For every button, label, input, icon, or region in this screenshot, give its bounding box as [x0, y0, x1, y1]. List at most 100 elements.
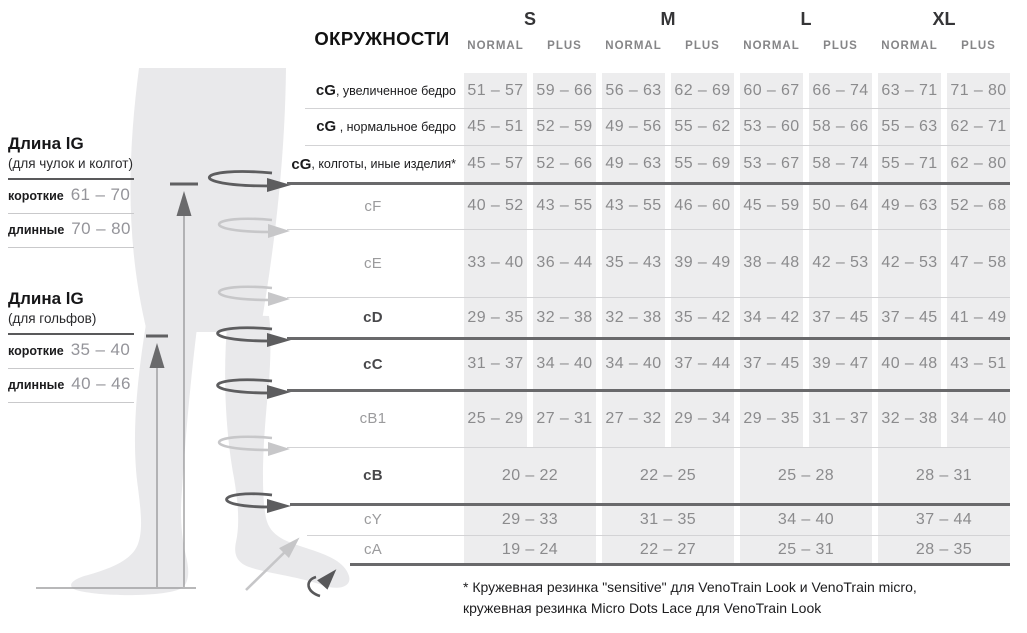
size-cell: 37 – 44	[674, 355, 731, 372]
size-cell: 32 – 38	[536, 309, 593, 326]
size-header: XL	[932, 9, 956, 29]
size-cell: 42 – 53	[812, 254, 869, 271]
length-title: Длина lG	[8, 134, 84, 153]
row-label: cY	[288, 504, 458, 535]
size-cell: 52 – 66	[536, 155, 593, 172]
row-label: cG, увеличенное бедро	[288, 73, 458, 108]
size-cell: 55 – 63	[881, 118, 938, 135]
fit-header: NORMAL	[467, 40, 524, 52]
row-label: cF	[288, 183, 458, 229]
row-label-key: cC	[363, 355, 383, 373]
row-label-key: cB1	[359, 410, 387, 427]
size-cell: 35 – 43	[605, 254, 662, 271]
fit-header: NORMAL	[743, 40, 800, 52]
length-row-value: 40 – 46	[71, 374, 131, 393]
column-strip	[878, 73, 941, 564]
row-label: cD	[288, 297, 458, 338]
size-cell: 35 – 42	[674, 309, 731, 326]
row-label: cE	[288, 229, 458, 297]
length-row: короткие 61 – 70	[8, 180, 134, 214]
row-label-key: cB	[363, 467, 383, 484]
size-cell: 29 – 35	[743, 410, 800, 427]
size-cell: 43 – 55	[536, 197, 593, 214]
size-cell: 37 – 44	[915, 511, 973, 528]
size-cell: 62 – 80	[950, 155, 1007, 172]
size-cell: 34 – 42	[743, 309, 800, 326]
size-cell: 32 – 38	[605, 309, 662, 326]
size-cell: 55 – 71	[881, 155, 938, 172]
size-cell: 27 – 31	[536, 410, 593, 427]
length-row-value: 61 – 70	[70, 185, 131, 204]
size-cell: 62 – 71	[950, 118, 1007, 135]
size-cell: 22 – 27	[639, 541, 697, 558]
length-title: Длина lG	[8, 289, 84, 308]
size-cell: 34 – 40	[777, 511, 835, 528]
row-separator	[305, 145, 1010, 146]
length-row-value: 35 – 40	[70, 340, 131, 359]
footnote: * Кружевная резинка "sensitive" для Veno…	[463, 579, 917, 616]
size-cell: 38 – 48	[743, 254, 800, 271]
size-cell: 29 – 35	[467, 309, 524, 326]
size-cell: 52 – 68	[950, 197, 1007, 214]
leg-diagram	[36, 68, 350, 598]
size-cell: 31 – 35	[639, 511, 697, 528]
size-cell: 47 – 58	[950, 254, 1007, 271]
length-row: короткие 35 – 40	[8, 335, 134, 369]
row-label: cG , нормальное бедро	[288, 108, 458, 145]
size-header: L	[800, 9, 812, 29]
row-separator	[287, 297, 1010, 298]
row-label: cB	[288, 447, 458, 504]
row-separator	[287, 182, 1010, 185]
cy-ankle-arrow-icon	[245, 537, 300, 591]
row-separator	[287, 447, 1010, 448]
length-subtitle: (для чулок и колгот)	[8, 156, 133, 171]
size-cell: 50 – 64	[812, 197, 869, 214]
size-cell: 58 – 74	[812, 155, 869, 172]
size-cell: 58 – 66	[812, 118, 869, 135]
circumference-arrow-cd-icon	[216, 326, 291, 347]
size-cell: 39 – 49	[674, 254, 731, 271]
length-row: длинные 70 – 80	[8, 214, 134, 248]
row-separator	[287, 337, 1010, 340]
fit-header: PLUS	[823, 40, 858, 52]
row-label-key: cY	[363, 511, 383, 528]
circumference-arrow-ce-icon	[217, 285, 290, 306]
size-cell: 41 – 49	[950, 309, 1007, 326]
size-header: S	[523, 9, 536, 29]
fit-header: PLUS	[547, 40, 582, 52]
size-cell: 55 – 69	[674, 155, 731, 172]
row-label-key: cE	[363, 254, 383, 272]
size-cell: 34 – 40	[536, 355, 593, 372]
size-cell: 20 – 22	[501, 467, 559, 484]
size-cell: 49 – 56	[605, 118, 662, 135]
size-cell: 29 – 33	[501, 511, 559, 528]
size-cell: 32 – 38	[881, 410, 938, 427]
row-label: cG, колготы, иные изделия*	[288, 145, 458, 183]
length-row-label: короткие	[8, 189, 64, 203]
size-cell: 36 – 44	[536, 254, 593, 271]
knee-length-arrow-icon	[146, 334, 168, 587]
length-subtitle: (для гольфов)	[8, 311, 97, 326]
stocking-length-arrow-icon	[170, 182, 198, 587]
row-label-key: cA	[363, 541, 383, 558]
size-header: M	[660, 9, 676, 29]
row-label-desc: , увеличенное бедро	[335, 83, 456, 98]
row-label-key: cG	[315, 82, 336, 99]
size-cell: 60 – 67	[743, 82, 800, 99]
row-separator	[307, 535, 1010, 536]
size-cell: 46 – 60	[674, 197, 731, 214]
size-cell: 59 – 66	[536, 82, 593, 99]
size-cell: 19 – 24	[501, 541, 559, 558]
size-cell: 29 – 34	[674, 410, 731, 427]
circumference-arrow-cc-icon	[216, 378, 291, 399]
size-cell: 52 – 59	[536, 118, 593, 135]
size-cell: 55 – 62	[674, 118, 731, 135]
size-cell: 62 – 69	[674, 82, 731, 99]
size-cell: 45 – 59	[743, 197, 800, 214]
size-cell: 37 – 45	[881, 309, 938, 326]
size-cell: 43 – 55	[605, 197, 662, 214]
size-cell: 25 – 31	[777, 541, 835, 558]
table-title: ОКРУЖНОСТИ	[314, 28, 450, 49]
row-separator	[305, 108, 1010, 109]
length-row: длинные 40 – 46	[8, 369, 134, 403]
